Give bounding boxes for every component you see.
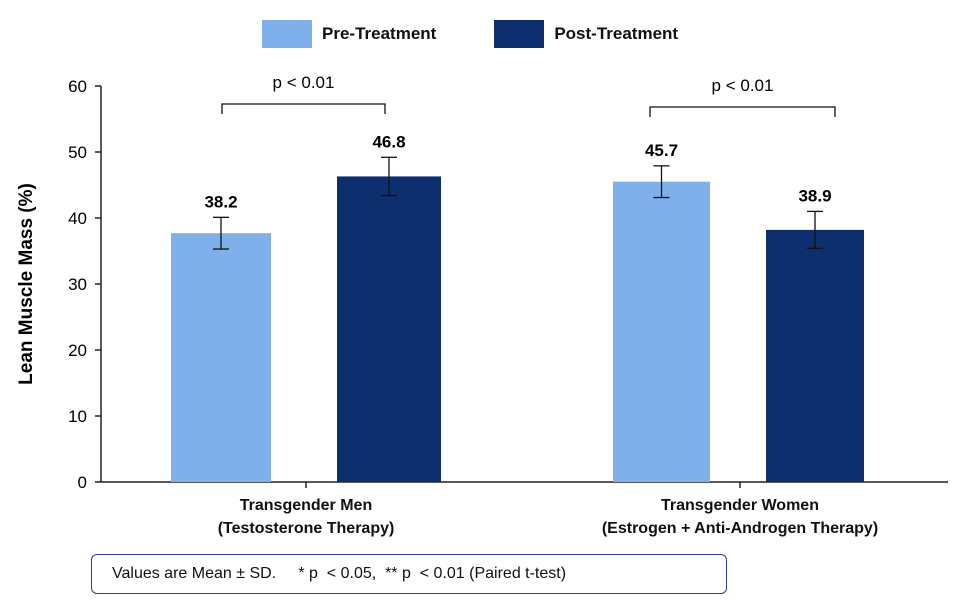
bar xyxy=(171,233,271,482)
y-tick-label: 40 xyxy=(68,209,87,228)
bar xyxy=(337,176,441,483)
category-label-men-line1: Transgender Men xyxy=(239,497,373,514)
legend: Pre-Treatment Post-Treatment xyxy=(262,20,736,48)
y-tick-label: 50 xyxy=(68,143,87,162)
data-label: 38.2 xyxy=(204,192,237,211)
bar xyxy=(766,229,864,482)
significance-bracket xyxy=(649,106,836,117)
legend-item-pre: Pre-Treatment xyxy=(262,20,436,48)
legend-label-pre: Pre-Treatment xyxy=(322,24,437,43)
category-label-women-line1: Transgender Women xyxy=(661,497,819,514)
footnote-box: Values are Mean ± SD. * p < 0.05, ** p <… xyxy=(91,554,727,594)
legend-swatch-pre xyxy=(262,20,312,48)
y-tick-label: 60 xyxy=(68,77,87,96)
y-axis-title: Lean Muscle Mass (%) xyxy=(16,183,37,385)
y-tick-label: 0 xyxy=(78,473,87,492)
data-label: 45.7 xyxy=(645,141,678,160)
significance-label: p < 0.01 xyxy=(273,73,335,92)
significance-label: p < 0.01 xyxy=(712,76,774,95)
significance-bracket xyxy=(221,103,386,114)
legend-label-post: Post-Treatment xyxy=(554,24,679,43)
y-tick-label: 20 xyxy=(68,341,87,360)
y-tick-label: 10 xyxy=(68,407,87,426)
category-label-women-line2: (Estrogen + Anti-Androgen Therapy) xyxy=(601,520,879,537)
data-label: 38.9 xyxy=(798,186,831,205)
category-label-men: Transgender Men (Testosterone Therapy) xyxy=(156,494,456,540)
category-label-men-line2: (Testosterone Therapy) xyxy=(217,520,395,537)
legend-item-post: Post-Treatment xyxy=(494,20,678,48)
y-tick-label: 30 xyxy=(68,275,87,294)
category-label-women: Transgender Women (Estrogen + Anti-Andro… xyxy=(560,494,920,540)
data-label: 46.8 xyxy=(372,132,405,151)
bar xyxy=(613,181,710,482)
legend-swatch-post xyxy=(494,20,545,48)
